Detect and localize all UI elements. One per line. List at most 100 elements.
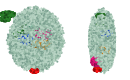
Point — [100, 37, 102, 38]
Point — [30, 11, 32, 13]
Point — [98, 14, 100, 15]
Point — [103, 27, 105, 28]
Point — [31, 25, 33, 26]
Point — [51, 36, 53, 38]
Point — [15, 32, 17, 33]
Point — [99, 70, 101, 71]
Point — [30, 31, 32, 33]
Point — [47, 62, 49, 63]
Point — [4, 19, 6, 20]
Point — [105, 23, 107, 25]
Point — [22, 36, 25, 37]
Point — [96, 23, 98, 25]
Point — [37, 14, 39, 15]
Point — [108, 14, 110, 15]
Point — [95, 21, 97, 23]
Point — [45, 20, 47, 22]
Point — [97, 69, 99, 70]
Point — [26, 15, 28, 16]
Point — [99, 64, 101, 65]
Point — [24, 37, 26, 39]
Point — [27, 48, 29, 50]
Point — [48, 31, 51, 32]
Point — [9, 15, 12, 17]
Point — [19, 30, 21, 31]
Point — [25, 27, 27, 28]
Point — [112, 47, 114, 49]
Point — [37, 35, 39, 36]
Point — [104, 40, 106, 41]
Point — [50, 32, 53, 34]
Point — [101, 47, 103, 48]
Point — [24, 49, 26, 50]
Point — [46, 12, 48, 14]
Point — [90, 47, 92, 48]
Point — [106, 58, 108, 59]
Point — [93, 52, 96, 53]
Point — [97, 16, 99, 17]
Point — [32, 42, 35, 43]
Point — [40, 13, 42, 15]
Point — [34, 15, 36, 16]
Point — [105, 21, 107, 23]
Point — [92, 51, 95, 52]
Point — [98, 42, 100, 43]
Point — [106, 14, 108, 15]
Point — [45, 38, 47, 39]
Point — [9, 18, 11, 20]
Point — [51, 37, 53, 38]
Point — [30, 41, 32, 42]
Point — [19, 35, 21, 36]
Point — [28, 50, 31, 52]
Point — [31, 71, 34, 72]
Point — [97, 63, 99, 65]
Point — [2, 14, 4, 15]
Point — [13, 40, 15, 41]
Point — [32, 53, 34, 55]
Point — [22, 21, 24, 22]
Point — [16, 27, 18, 28]
Point — [60, 31, 62, 32]
Point — [40, 39, 42, 40]
Point — [35, 30, 37, 32]
Point — [57, 32, 59, 33]
Point — [40, 41, 42, 42]
Point — [24, 21, 26, 22]
Point — [35, 61, 38, 62]
Point — [16, 22, 18, 23]
Point — [41, 35, 43, 36]
Point — [35, 44, 37, 45]
Point — [28, 22, 30, 24]
Point — [32, 33, 34, 34]
Point — [38, 18, 40, 19]
Point — [32, 68, 34, 70]
Point — [99, 51, 102, 52]
Point — [38, 35, 40, 36]
Point — [16, 24, 18, 25]
Point — [28, 27, 30, 28]
Point — [100, 15, 102, 17]
Point — [93, 29, 95, 31]
Point — [35, 21, 37, 22]
Point — [30, 43, 32, 44]
Point — [43, 47, 45, 49]
Point — [19, 36, 21, 38]
Point — [34, 72, 37, 73]
Point — [91, 36, 93, 38]
Point — [99, 43, 101, 44]
Point — [100, 43, 102, 44]
Point — [89, 51, 91, 52]
Point — [104, 58, 106, 60]
Point — [34, 18, 36, 19]
Point — [31, 28, 33, 29]
Point — [109, 40, 112, 41]
Point — [107, 28, 109, 29]
Point — [32, 47, 34, 49]
Point — [11, 32, 13, 33]
Point — [50, 37, 53, 38]
Point — [112, 30, 115, 31]
Point — [30, 39, 32, 40]
Point — [93, 61, 95, 62]
Point — [39, 66, 41, 68]
Point — [97, 46, 99, 47]
